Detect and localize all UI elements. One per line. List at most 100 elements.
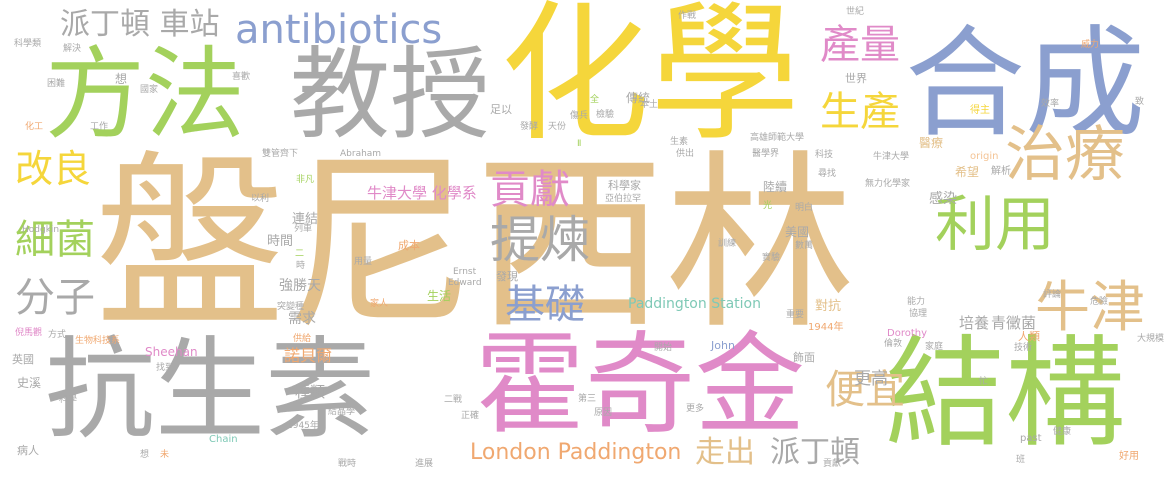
word: 更多 bbox=[686, 404, 705, 414]
word: 感染 bbox=[929, 191, 957, 207]
word: Ernst bbox=[453, 267, 477, 277]
word: 方法 bbox=[45, 36, 245, 153]
word: London Paddington bbox=[470, 440, 682, 465]
word: 二戰 bbox=[444, 395, 463, 405]
word: 利用 bbox=[935, 190, 1055, 260]
word: 產量 bbox=[820, 22, 900, 68]
word: 危險 bbox=[1090, 297, 1109, 307]
word: 結晶學 bbox=[328, 407, 356, 417]
word: 天份 bbox=[548, 122, 567, 132]
word: 倪馬觀 bbox=[15, 328, 43, 338]
word: 供給 bbox=[293, 334, 312, 344]
word: 威力 bbox=[1081, 40, 1100, 50]
word: 供出 bbox=[676, 149, 695, 159]
word: Paddington Station bbox=[628, 296, 761, 312]
word: Hodgkin bbox=[22, 225, 60, 235]
word: 傳統 bbox=[626, 91, 651, 105]
word: 本土 bbox=[640, 100, 659, 110]
word: 需求 bbox=[288, 311, 316, 327]
word: 培養 bbox=[959, 314, 990, 332]
word: 發酵 bbox=[520, 122, 539, 132]
word: 時 bbox=[296, 261, 306, 271]
word: 尋找 bbox=[818, 169, 837, 179]
word: 能力 bbox=[907, 297, 926, 307]
word: 盤尼西林 bbox=[95, 134, 856, 355]
word: 得主 bbox=[970, 105, 990, 116]
word: 健康 bbox=[1053, 427, 1072, 437]
word: 發現 bbox=[496, 270, 518, 283]
word: 對抗 bbox=[815, 299, 842, 314]
word: 化工 bbox=[25, 122, 44, 132]
word: 1945年 bbox=[287, 421, 319, 431]
word: 霍奇金 bbox=[475, 321, 805, 449]
word: 世紀 bbox=[846, 7, 865, 17]
word: 科學家 bbox=[608, 179, 641, 192]
word: 家人 bbox=[370, 299, 389, 309]
word: 醫學界 bbox=[752, 149, 780, 159]
word: 連結 bbox=[292, 212, 319, 227]
word: John bbox=[711, 339, 735, 352]
word: 無力化學家 bbox=[865, 179, 911, 189]
word: 倫敦 bbox=[884, 339, 903, 349]
word: 協理 bbox=[909, 309, 928, 319]
word: 致 bbox=[1135, 97, 1145, 107]
word: 細菌 bbox=[15, 217, 95, 263]
word: 1944年 bbox=[808, 322, 844, 333]
word: 找到 bbox=[156, 363, 175, 373]
word: 困難 bbox=[47, 79, 66, 89]
word: antibiotics bbox=[235, 7, 443, 53]
word: 生素 bbox=[670, 137, 689, 147]
word: 訓練 bbox=[718, 239, 737, 249]
word: 飾面 bbox=[793, 351, 815, 364]
word: 解析 bbox=[991, 166, 1011, 177]
word: Abraham bbox=[340, 149, 382, 159]
word: 雙管齊下 bbox=[262, 149, 299, 159]
word: 醫療 bbox=[919, 136, 944, 150]
word: 強勝天 bbox=[279, 278, 321, 294]
word: 用量 bbox=[354, 257, 373, 267]
word: 方式 bbox=[48, 330, 67, 340]
word: 陸續 bbox=[763, 180, 788, 194]
word: 進展 bbox=[415, 459, 434, 469]
word: 數萬 bbox=[795, 241, 814, 251]
word: past bbox=[1020, 433, 1042, 444]
word: 第三 bbox=[578, 394, 597, 404]
word: 基礎 bbox=[505, 282, 585, 328]
word: Dorothy bbox=[887, 328, 928, 339]
word: 合成 bbox=[905, 15, 1145, 154]
word: 忙 bbox=[979, 377, 989, 387]
word: 想 bbox=[115, 72, 128, 86]
word: 派丁頓 bbox=[770, 435, 860, 470]
word: 生產 bbox=[820, 89, 900, 135]
word: Chain bbox=[209, 434, 238, 445]
word: 人類 bbox=[1018, 330, 1040, 343]
word: 工作 bbox=[90, 122, 109, 132]
word: 效率 bbox=[1041, 99, 1060, 109]
word: 好用 bbox=[1119, 451, 1139, 462]
word: 化學 bbox=[500, 0, 801, 162]
word: 大規模 bbox=[1137, 334, 1165, 344]
word: 科學 bbox=[59, 395, 78, 405]
word: 英國 bbox=[12, 353, 34, 366]
word: 解決 bbox=[63, 44, 82, 54]
word: 分子 bbox=[15, 275, 95, 321]
word: 亞伯拉罕 bbox=[605, 194, 642, 204]
word: 成本 bbox=[398, 239, 420, 252]
word: 世界 bbox=[845, 72, 867, 85]
word: 重要 bbox=[786, 310, 805, 320]
word: 貢獻 bbox=[490, 167, 570, 213]
word: 喜歡 bbox=[232, 72, 251, 82]
word: 病人 bbox=[17, 444, 39, 457]
word: 原因 bbox=[594, 408, 613, 418]
word: 戰時 bbox=[338, 459, 357, 469]
word: 家庭 bbox=[925, 342, 944, 352]
word: 列車 bbox=[294, 224, 313, 234]
word: 光 bbox=[763, 201, 773, 211]
word: 非凡 bbox=[296, 175, 315, 185]
word: 牛津大學 bbox=[873, 152, 910, 162]
word: 牛津 bbox=[1035, 275, 1146, 339]
word: 科學類 bbox=[14, 39, 42, 49]
word: 走出 bbox=[695, 435, 755, 470]
word: 評論 bbox=[1043, 290, 1062, 300]
